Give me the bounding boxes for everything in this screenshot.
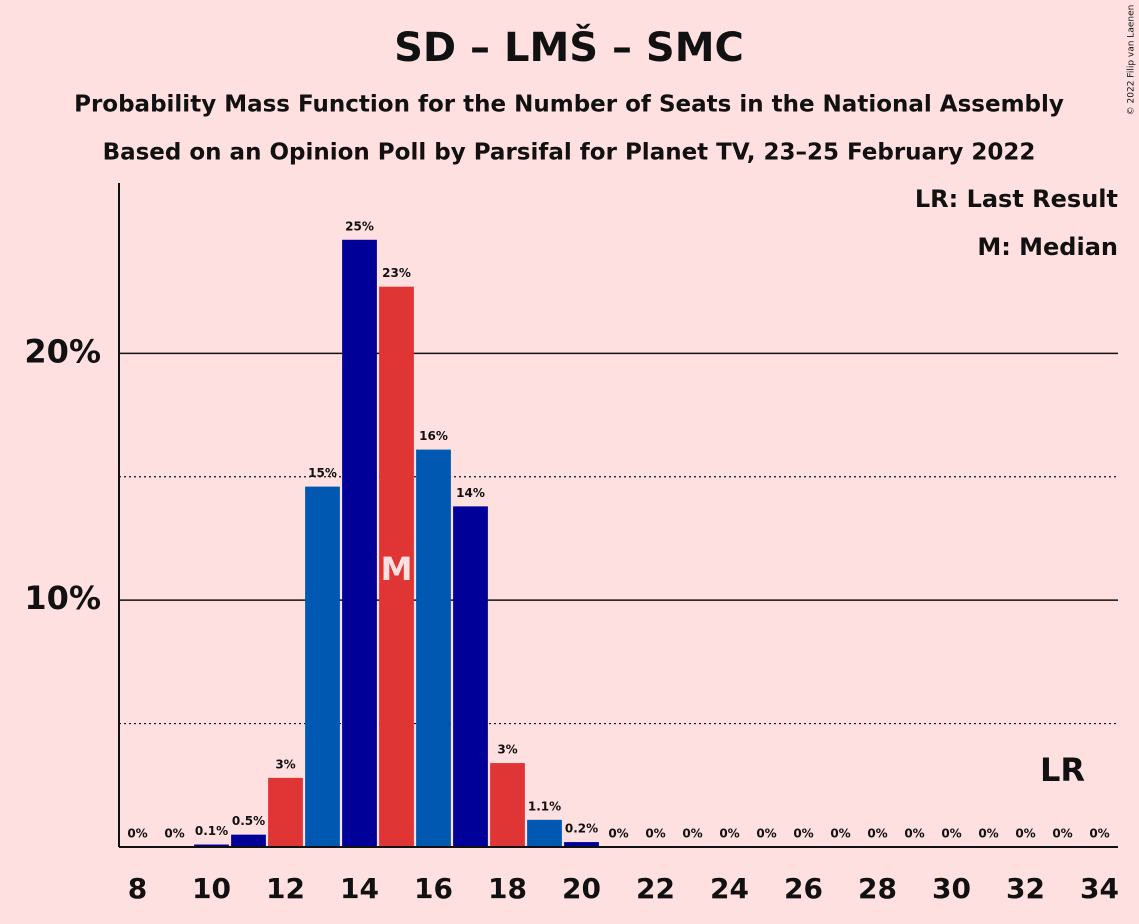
x-tick-label: 32 [1006,872,1045,905]
bar [194,844,229,847]
value-label: 0% [645,827,665,841]
legend-entry: LR: Last Result [915,185,1118,213]
y-tick-label: 10% [24,579,101,617]
chart-subtitle: Probability Mass Function for the Number… [74,92,1064,118]
bar [453,506,488,847]
x-tick-label: 14 [340,872,379,905]
x-tick-label: 30 [932,872,971,905]
value-label: 0% [719,827,739,841]
bar [416,449,451,847]
x-tick-label: 26 [784,872,823,905]
chart-title: SD – LMŠ – SMC [394,23,744,71]
bar [305,486,340,847]
x-tick-label: 22 [636,872,675,905]
chart-subtitle: Based on an Opinion Poll by Parsifal for… [103,140,1036,166]
value-label: 0.5% [232,814,265,828]
x-tick-label: 8 [128,872,147,905]
value-label: 3% [497,743,517,757]
value-label: 0% [904,827,924,841]
value-label: 0% [830,827,850,841]
bar [231,834,266,847]
copyright: © 2022 Filip van Laenen [1127,5,1137,116]
x-tick-label: 18 [488,872,527,905]
value-label: 0% [608,827,628,841]
value-label: 0% [164,827,184,841]
value-label: 25% [345,219,374,233]
legend-entry: M: Median [977,233,1118,261]
value-label: 3% [275,757,295,771]
x-tick-label: 10 [192,872,231,905]
bar [268,777,303,847]
value-label: 0% [682,827,702,841]
value-label: 0% [1052,827,1072,841]
x-tick-label: 28 [858,872,897,905]
bar [342,239,377,847]
x-tick-label: 16 [414,872,453,905]
x-tick-label: 34 [1080,872,1119,905]
bar [527,819,562,847]
median-marker: M [381,550,413,588]
value-label: 0% [756,827,776,841]
x-tick-label: 12 [266,872,305,905]
bar [490,763,525,847]
x-tick-label: 24 [710,872,749,905]
value-label: 0% [978,827,998,841]
y-tick-label: 20% [24,332,101,370]
value-label: 0% [1015,827,1035,841]
value-label: 23% [382,266,411,280]
value-label: 0% [941,827,961,841]
value-label: 0% [127,827,147,841]
value-label: 0% [867,827,887,841]
value-label: 1.1% [528,799,561,813]
value-label: 0.2% [565,822,598,836]
value-label: 0.1% [195,824,228,838]
value-label: 0% [1089,827,1109,841]
value-label: 14% [456,486,485,500]
value-label: 15% [308,466,337,480]
value-label: 16% [419,429,448,443]
x-tick-label: 20 [562,872,601,905]
bar [564,842,599,847]
bar [379,286,414,847]
last-result-marker: LR [1040,751,1085,789]
value-label: 0% [793,827,813,841]
